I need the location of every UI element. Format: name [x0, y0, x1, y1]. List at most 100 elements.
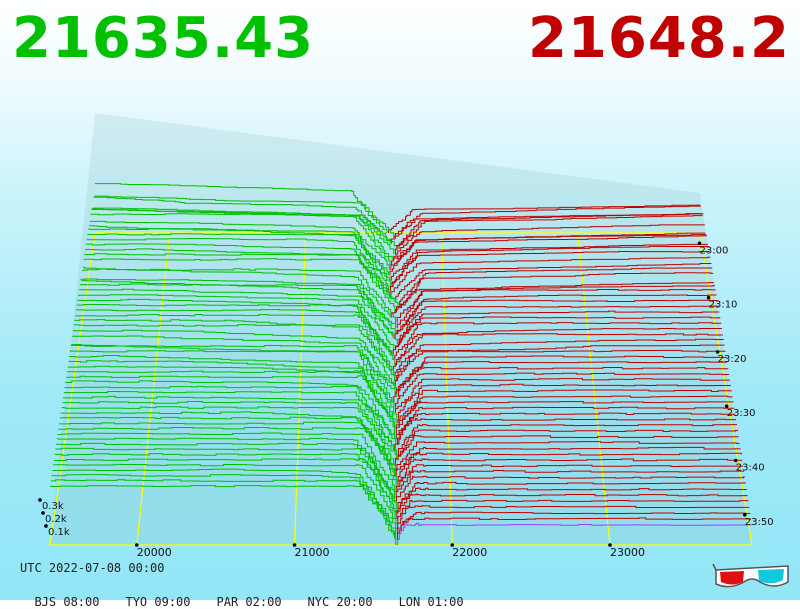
bid-price: 21635.43 [12, 6, 315, 71]
bid-depth-line [50, 484, 397, 545]
bid-depth-line [62, 395, 398, 456]
time-tick-label: 23:40 [736, 463, 765, 474]
bid-depth-line [91, 209, 393, 260]
grid-right-edge [699, 232, 753, 546]
time-tick-label: 23:50 [745, 517, 774, 528]
bid-depth-line [83, 258, 396, 313]
bid-depth-line [70, 344, 393, 403]
ask-depth-line [398, 361, 728, 397]
x-tick-label: 23000 [610, 546, 645, 559]
depth-tick-label: 0.2k [45, 514, 67, 525]
timezone-bjs: BJS 08:00 [34, 595, 100, 609]
bid-depth-line [72, 335, 398, 392]
depth-tick-dot [38, 498, 42, 502]
time-tick-dot [706, 295, 711, 300]
bid-depth-line [63, 391, 394, 450]
ask-depth-line [395, 470, 745, 498]
x-tick-label: 21000 [295, 546, 330, 559]
axis-labels: 20000 21000 22000 23000 0.1k 0.2k 0.3k 23:00 23:… [38, 241, 774, 559]
ask-depth-line [394, 205, 701, 239]
ask-depth-line [394, 213, 704, 255]
ask-depth-line [398, 215, 703, 249]
ask-depth-line [389, 250, 710, 292]
ask-depth-line [390, 256, 711, 297]
timezone-lon: LON 01:00 [398, 595, 464, 609]
ask-depth-line [395, 344, 725, 382]
ask-depth-line [389, 235, 708, 276]
grid-line-x-22000 [441, 232, 453, 546]
bid-depth-line [78, 294, 395, 350]
ask-depth-line [396, 288, 716, 329]
ask-depth-line [395, 401, 734, 434]
bid-depth-line [89, 220, 390, 271]
bid-depth-line [84, 253, 399, 308]
bid-depth-line [66, 375, 395, 434]
ask-depth-line [397, 389, 732, 424]
bid-depth-line [71, 343, 398, 397]
bid-depth-line [88, 225, 389, 276]
ask-depth-line [397, 481, 746, 508]
bid-depth-line [68, 360, 398, 419]
ask-depth-line [397, 499, 749, 524]
ask-depth-line [393, 223, 705, 260]
ask-depth-line [397, 383, 731, 419]
ask-depth-line [394, 338, 724, 376]
depth-tick-label: 0.1k [48, 527, 70, 538]
ask-depth-line [397, 522, 752, 545]
bid-depth-line [94, 195, 395, 239]
ask-depth-line [394, 349, 726, 387]
ask-depth-line [394, 435, 739, 466]
bid-depth-line [61, 406, 395, 466]
bid-depth-line [87, 233, 391, 286]
depth-tick-label: 0.3k [42, 501, 64, 512]
ask-depth-line [397, 412, 736, 445]
x-tick-dot [608, 543, 612, 547]
ask-depth-line [397, 458, 743, 487]
bid-depth-line [58, 427, 397, 487]
bid-depth-line [80, 278, 396, 334]
bid-depth-line [66, 370, 395, 429]
ask-depth-line [396, 511, 751, 535]
bid-depth-line [59, 416, 395, 477]
depth-lines [50, 183, 752, 545]
utc-time: UTC 2022-07-08 00:00 [20, 561, 165, 575]
time-tick-dot [733, 458, 738, 463]
bid-depth-line [75, 313, 393, 371]
ask-depth-line [395, 372, 730, 408]
time-tick-dot [743, 513, 747, 517]
ask-depth-line [396, 272, 714, 313]
ask-depth-line [397, 452, 742, 482]
ask-price: 21648.2 [527, 6, 790, 71]
ask-depth-line [396, 475, 745, 503]
bid-depth-line [53, 463, 397, 524]
bid-depth-line [95, 183, 388, 233]
ask-depth-line [397, 487, 747, 514]
bid-depth-line [53, 458, 396, 519]
time-tick-label: 23:20 [718, 354, 747, 365]
time-tick-label: 23:30 [727, 408, 756, 419]
ask-depth-line [398, 305, 719, 345]
ask-depth-line [397, 505, 750, 530]
ask-depth-line [397, 429, 738, 461]
ask-depth-line [393, 333, 723, 371]
bid-depth-line [81, 280, 397, 329]
3d-glasses-icon[interactable] [712, 560, 792, 594]
ask-depth-line [395, 378, 730, 413]
x-tick-label: 22000 [452, 546, 487, 559]
bid-depth-line [88, 228, 391, 281]
timezone-nyc: NYC 20:00 [307, 595, 373, 609]
timezone-bar: BJS 08:00 TYO 09:00 PAR 02:00 NYC 20:00 LON … [20, 581, 490, 609]
ask-depth-line [399, 267, 713, 308]
x-tick-dot [450, 543, 455, 547]
bid-depth-line [75, 309, 396, 366]
depth-tick-dot [41, 511, 45, 515]
bid-depth-line [90, 213, 391, 265]
ask-depth-line [388, 204, 700, 233]
ask-depth-line [391, 282, 715, 318]
ask-depth-line [392, 316, 721, 355]
ask-depth-line [395, 327, 723, 366]
bid-depth-line [86, 238, 390, 292]
ask-depth-line [394, 299, 718, 339]
ask-depth-line [394, 418, 737, 450]
